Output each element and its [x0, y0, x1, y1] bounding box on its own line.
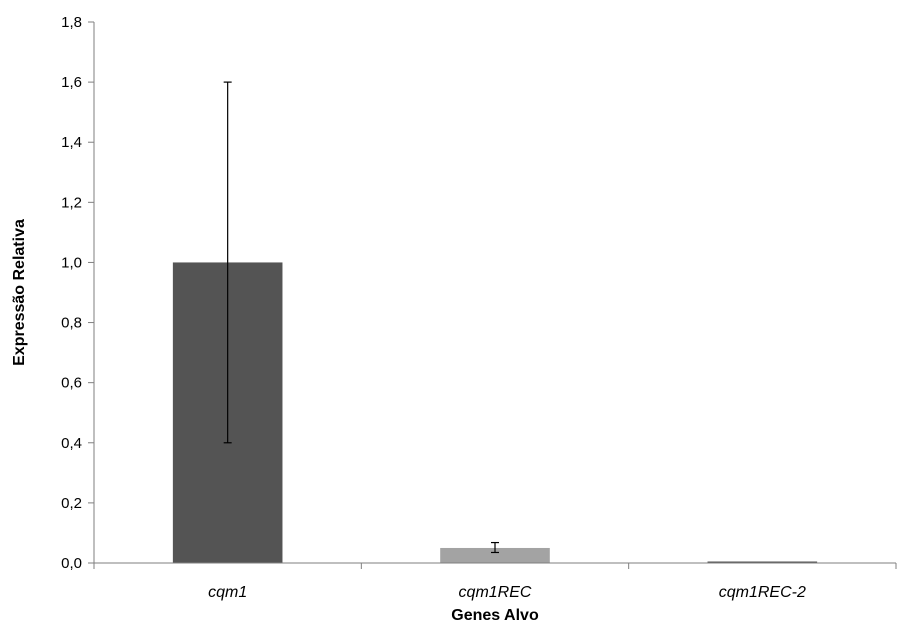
y-tick-label: 1,4 [61, 134, 82, 151]
y-tick-label: 0,4 [61, 435, 82, 452]
bar [440, 547, 550, 563]
y-tick-label: 1,8 [61, 14, 82, 31]
x-tick-label: cqm1REC-2 [719, 584, 806, 601]
bars [172, 262, 818, 563]
y-tick-label: 0,6 [61, 375, 82, 392]
x-axis-title: Genes Alvo [451, 607, 539, 624]
error-bar [491, 541, 499, 554]
bar [707, 561, 818, 563]
error-bar [223, 81, 232, 444]
y-axis-title: Expressão Relativa [11, 219, 28, 366]
x-axis-ticks: cqm1 cqm1REC cqm1REC-2 [93, 563, 897, 601]
x-tick-label: cqm1 [208, 584, 247, 601]
error-bars [223, 81, 499, 554]
x-tick-label: cqm1REC [459, 584, 532, 601]
y-tick-label: 0,8 [61, 315, 82, 332]
y-tick-label: 1,0 [61, 254, 82, 271]
y-tick-label: 1,2 [61, 194, 82, 211]
y-tick-label: 0,0 [61, 555, 82, 572]
y-axis-ticks: 0,0 0,2 0,4 0,6 0,8 1,0 1,2 1,4 1,6 1,8 [61, 14, 94, 572]
y-tick-label: 1,6 [61, 74, 82, 91]
y-tick-label: 0,2 [61, 495, 82, 512]
